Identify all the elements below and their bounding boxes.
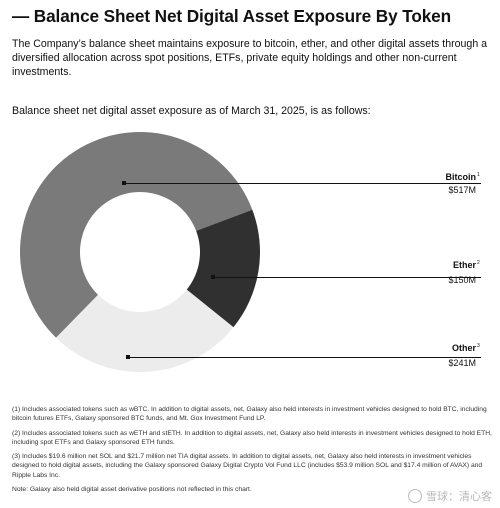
footnotes: (1) Includes associated tokens such as w… bbox=[12, 405, 496, 499]
watermark-text: 雪球：清心客 bbox=[426, 491, 492, 503]
chart-note: Note: Galaxy also held digital asset der… bbox=[12, 486, 252, 494]
slice-label-ether: Ether bbox=[453, 260, 477, 270]
slice-ether bbox=[186, 209, 260, 328]
slice-value-ether: $150M bbox=[448, 275, 476, 285]
slice-labels: Bitcoin 1 $517M Ether 2 $150M Other 3 $241M bbox=[446, 172, 481, 368]
donut-chart: Bitcoin 1 $517M Ether 2 $150M Other 3 $241M bbox=[20, 132, 481, 372]
footnote-1: (1) Includes associated tokens such as w… bbox=[12, 406, 487, 423]
donut-slices bbox=[20, 132, 260, 372]
footnote-mark-ether: 2 bbox=[477, 260, 480, 266]
watermark: 雪球：清心客 bbox=[408, 488, 492, 504]
leader-dot-bitcoin bbox=[122, 181, 126, 185]
footnote-3: (3) Includes $19.6 million net SOL and $… bbox=[12, 453, 483, 479]
page-title: — Balance Sheet Net Digital Asset Exposu… bbox=[12, 6, 452, 26]
snowball-logo-icon bbox=[408, 489, 422, 503]
slice-other bbox=[56, 289, 234, 372]
leader-lines bbox=[122, 181, 481, 359]
slice-value-bitcoin: $517M bbox=[448, 185, 476, 195]
slice-label-other: Other bbox=[452, 343, 477, 353]
footnote-mark-other: 3 bbox=[477, 343, 480, 349]
slice-label-bitcoin: Bitcoin bbox=[446, 172, 477, 182]
chart-subheading: Balance sheet net digital asset exposure… bbox=[12, 105, 371, 117]
slice-value-other: $241M bbox=[448, 358, 476, 368]
leader-dot-other bbox=[126, 355, 130, 359]
intro-paragraph: The Company’s balance sheet maintains ex… bbox=[12, 38, 488, 78]
footnote-2: (2) Includes associated tokens such as w… bbox=[12, 429, 492, 446]
leader-dot-ether bbox=[211, 275, 215, 279]
footnote-mark-bitcoin: 1 bbox=[477, 172, 480, 178]
